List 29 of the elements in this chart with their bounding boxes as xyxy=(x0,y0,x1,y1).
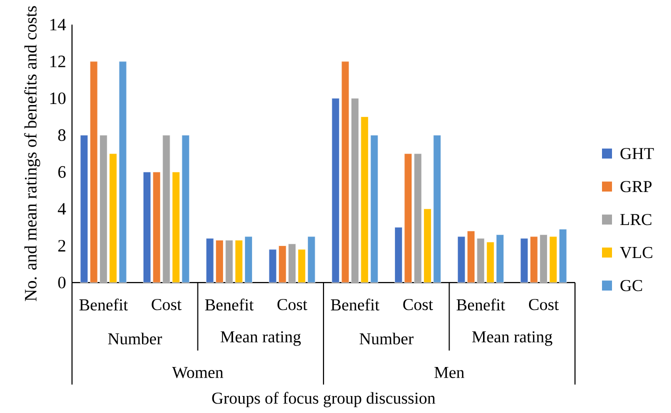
x-tick-label: Benefit xyxy=(456,298,506,311)
y-tick-label: 6 xyxy=(58,166,66,178)
x-tick-label: Cost xyxy=(403,299,433,310)
x-tick-label: Benefit xyxy=(330,298,380,311)
x-tick-label: Cost xyxy=(277,299,308,310)
y-tick-label: 0 xyxy=(58,276,66,289)
legend-label: GRP xyxy=(620,181,652,192)
text: Men xyxy=(434,367,464,378)
text: Women xyxy=(172,367,224,378)
y-tick-label: 14 xyxy=(50,18,66,30)
text: Mean rating xyxy=(472,331,552,346)
legend-label: GC xyxy=(620,280,642,292)
x-axis-title: Groups of focus group discussion xyxy=(212,392,436,408)
text: Number xyxy=(108,332,162,345)
legend-label: GHT xyxy=(620,148,654,160)
y-tick-label: 2 xyxy=(58,240,66,252)
y-tick-label: 10 xyxy=(50,92,66,104)
y-tick-label: 12 xyxy=(50,56,66,68)
legend-label: LRC xyxy=(620,214,652,226)
x-tick-label: Benefit xyxy=(79,298,128,311)
y-axis-title: No. and mean ratings of benefits and costs xyxy=(24,6,40,302)
x-tick-label: Cost xyxy=(152,299,182,310)
x-tick-label: Benefit xyxy=(205,298,254,311)
y-tick-label: 8 xyxy=(58,129,66,142)
text: Number xyxy=(360,332,414,345)
y-tick-label: 4 xyxy=(58,203,66,215)
legend-label: VLC xyxy=(620,247,652,258)
text: Mean rating xyxy=(220,331,301,346)
x-tick-label: Cost xyxy=(528,299,559,310)
